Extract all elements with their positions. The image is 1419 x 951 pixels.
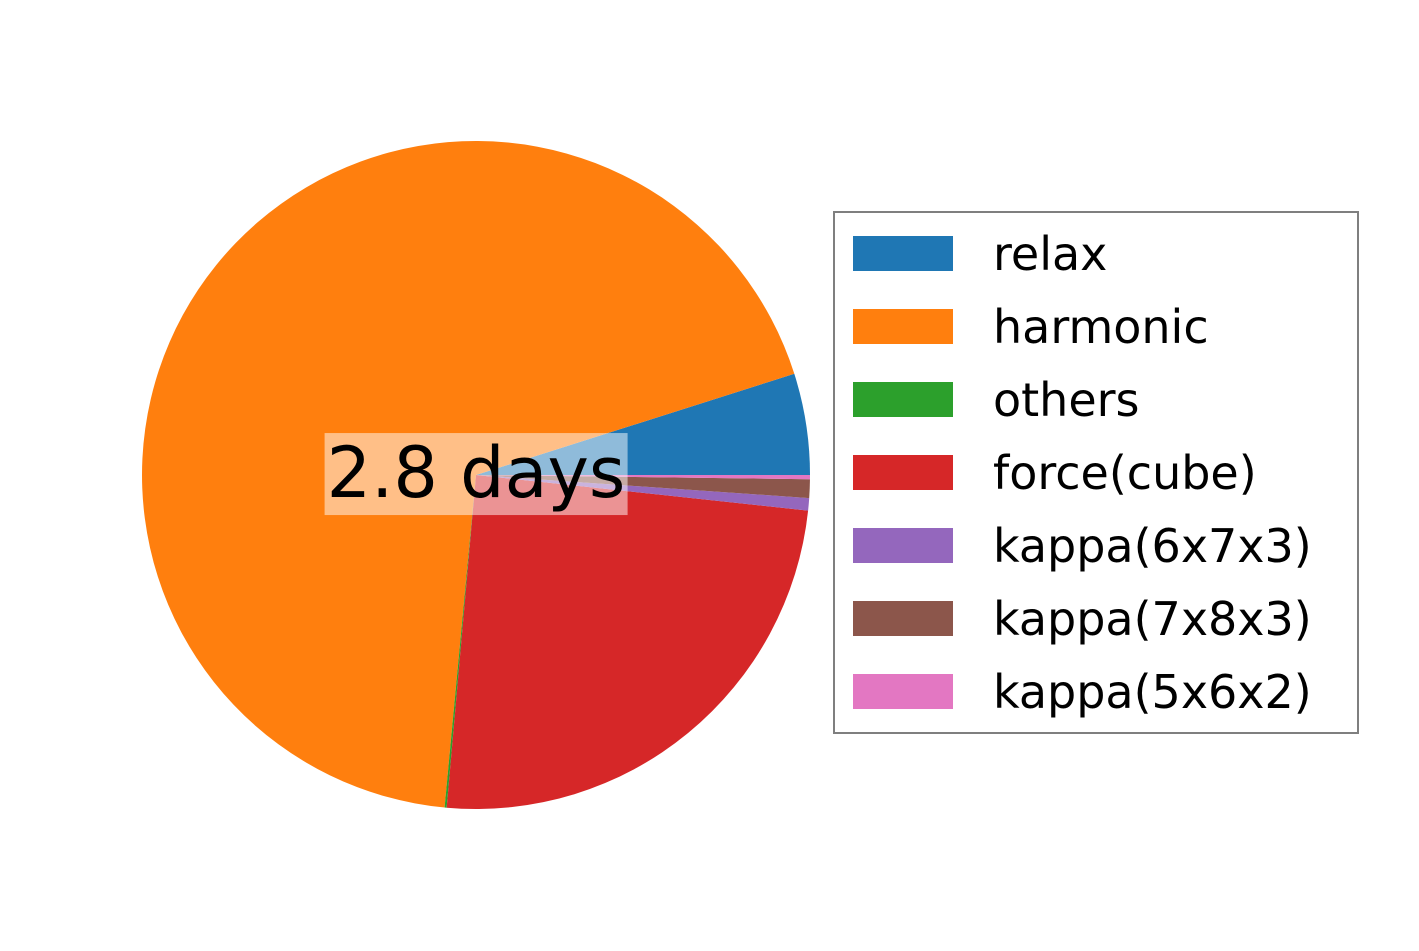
legend-swatch-relax-icon — [853, 236, 953, 271]
legend-item-kappa-7x8x3: kappa(7x8x3) — [835, 582, 1357, 655]
legend-item-harmonic: harmonic — [835, 290, 1357, 363]
legend-label-kappa-7x8x3: kappa(7x8x3) — [993, 591, 1312, 646]
pie-slice-others — [444, 475, 476, 808]
legend-item-kappa-5x6x2: kappa(5x6x2) — [835, 655, 1357, 728]
legend-swatch-harmonic-icon — [853, 309, 953, 344]
legend-swatch-others-icon — [853, 382, 953, 417]
legend-swatch-force-cube-icon — [853, 455, 953, 490]
legend-swatch-kappa-6x7x3-icon — [853, 528, 953, 563]
legend: relax harmonic others force(cube) kappa(… — [833, 211, 1359, 734]
legend-item-others: others — [835, 363, 1357, 436]
legend-label-kappa-5x6x2: kappa(5x6x2) — [993, 664, 1312, 719]
legend-label-others: others — [993, 372, 1140, 427]
legend-item-kappa-6x7x3: kappa(6x7x3) — [835, 509, 1357, 582]
legend-item-force-cube: force(cube) — [835, 436, 1357, 509]
legend-label-force-cube: force(cube) — [993, 445, 1257, 500]
legend-label-relax: relax — [993, 226, 1108, 281]
pie-slice-force-cube — [446, 475, 809, 810]
pie-center-label: 2.8 days — [324, 432, 628, 515]
legend-swatch-kappa-5x6x2-icon — [853, 674, 953, 709]
legend-swatch-kappa-7x8x3-icon — [853, 601, 953, 636]
legend-label-harmonic: harmonic — [993, 299, 1209, 354]
legend-label-kappa-6x7x3: kappa(6x7x3) — [993, 518, 1312, 573]
legend-item-relax: relax — [835, 217, 1357, 290]
